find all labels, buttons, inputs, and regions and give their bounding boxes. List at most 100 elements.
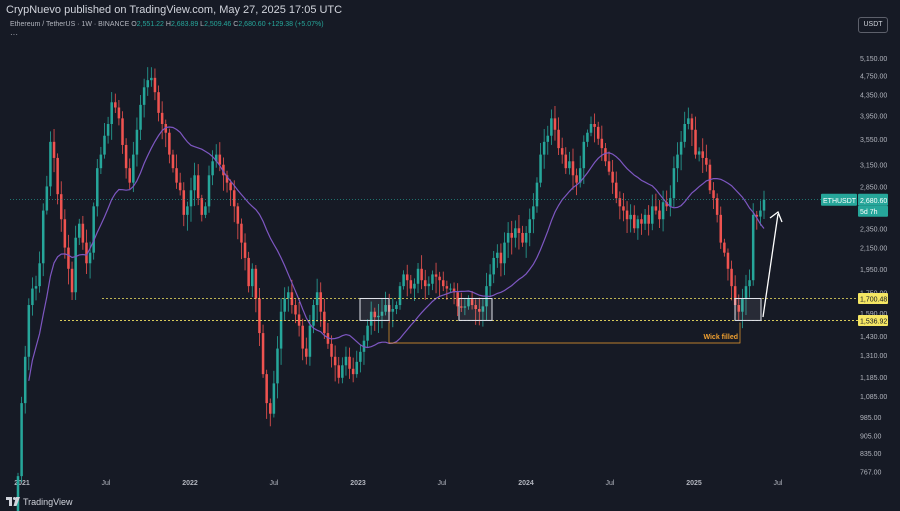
candle-body: [604, 148, 607, 162]
candle-body: [478, 309, 481, 312]
candle-body: [164, 123, 168, 133]
candle-body: [124, 144, 128, 169]
y-tick-label: 4,350.00: [860, 93, 887, 100]
candle-body: [687, 118, 690, 124]
projection-arrow-line: [762, 213, 779, 318]
symbol-legend: Ethereum / TetherUS · 1W · BINANCE O2,55…: [10, 21, 324, 28]
x-tick-label: 2022: [182, 480, 198, 487]
candle-body: [200, 198, 204, 215]
candle-body: [254, 268, 258, 299]
candle-body: [301, 325, 304, 349]
candle-body: [755, 214, 759, 217]
y-tick-label: 1,590.00: [860, 311, 887, 318]
candle-body: [409, 280, 413, 289]
candle-body: [514, 228, 517, 238]
y-tick-label: 2,850.00: [860, 184, 887, 191]
candle-body: [632, 214, 636, 229]
candle-body: [697, 151, 701, 155]
candle-body: [535, 182, 539, 207]
candle-body: [694, 129, 697, 155]
candle-body: [78, 223, 81, 238]
x-tick-label: Jul: [438, 480, 447, 487]
candle-body: [16, 476, 20, 511]
candle-body: [250, 268, 254, 287]
x-tick-label: 2025: [686, 480, 702, 487]
candle-body: [45, 186, 49, 211]
candle-body: [269, 403, 272, 414]
candle-body: [146, 80, 150, 88]
candle-body: [297, 314, 301, 326]
candle-body: [330, 343, 333, 357]
candle-body: [420, 268, 423, 281]
y-tick-label: 1,950.00: [860, 267, 887, 274]
candle-body: [748, 280, 751, 287]
candle-body: [449, 288, 452, 290]
candle-body: [114, 102, 117, 108]
candle-body: [542, 141, 546, 155]
candle-body: [74, 237, 77, 293]
candle-body: [712, 190, 715, 199]
candle-body: [344, 356, 348, 366]
candle-body: [153, 77, 157, 93]
candle-body: [470, 298, 474, 306]
candle-body: [96, 168, 99, 207]
candle-body: [305, 348, 308, 357]
candle-body: [492, 257, 495, 275]
candle-body: [629, 214, 632, 220]
level-tag-1700: 1,700.48: [860, 296, 887, 303]
candle-body: [528, 219, 532, 233]
x-tick-label: Jul: [270, 480, 279, 487]
candle-body: [413, 283, 416, 289]
candle-body: [571, 161, 575, 176]
candle-body: [672, 168, 676, 199]
candle-body: [719, 214, 723, 243]
candle-body: [52, 141, 56, 158]
tradingview-brand: TradingView: [23, 497, 73, 507]
candle-body: [564, 154, 568, 169]
candle-body: [333, 356, 337, 366]
candle-body: [496, 252, 499, 258]
candle-body: [326, 333, 330, 344]
candle-body: [106, 123, 110, 136]
ohlc-low: L2,509.46: [200, 21, 232, 28]
symbol-price-tag: ETHUSDT: [823, 198, 857, 205]
candle-body: [175, 168, 178, 183]
candle-body: [589, 123, 593, 133]
candle-body: [733, 286, 737, 306]
y-tick-label: 1,430.00: [860, 334, 887, 341]
tradingview-logo[interactable]: TradingView: [6, 497, 73, 507]
candle-body: [70, 268, 74, 293]
candle-body: [416, 268, 420, 284]
candle-body: [741, 298, 744, 312]
candle-body: [193, 175, 196, 191]
candle-body: [160, 112, 164, 124]
candle-body: [236, 206, 240, 224]
candle-body: [658, 210, 661, 220]
candle-body: [499, 252, 503, 264]
candle-body: [229, 182, 232, 191]
candle-body: [488, 274, 492, 287]
candle-body: [31, 288, 34, 306]
candle-body: [20, 403, 23, 477]
candle-body: [207, 175, 211, 207]
candle-body: [276, 348, 279, 384]
candle-body: [56, 157, 59, 195]
candle-body: [243, 242, 247, 258]
x-tick-label: 2024: [518, 480, 534, 487]
candle-body: [661, 202, 665, 220]
candle-body: [348, 356, 351, 369]
candle-body: [283, 298, 286, 312]
candle-body: [196, 175, 200, 199]
candle-body: [355, 361, 359, 375]
currency-button[interactable]: USDT: [858, 17, 888, 33]
candle-body: [607, 161, 611, 172]
candle-body: [279, 311, 283, 349]
candle-body: [225, 175, 229, 183]
candle-body: [521, 232, 524, 243]
countdown-tag: 5d 7h: [860, 209, 878, 216]
more-options-icon[interactable]: ···: [10, 30, 18, 39]
candle-body: [723, 242, 726, 253]
candle-body: [651, 206, 654, 224]
top-bar: CrypNuevo published on TradingView.com, …: [0, 0, 900, 20]
